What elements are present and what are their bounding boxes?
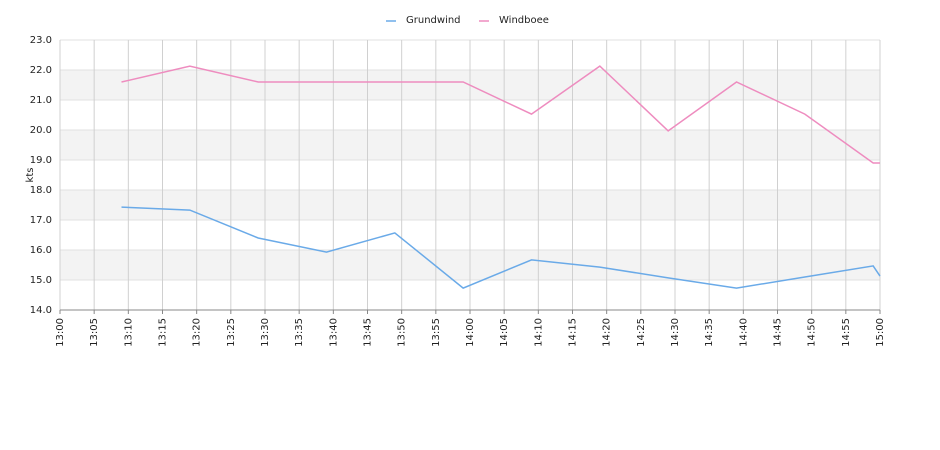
x-tick-label: 13:40 (328, 318, 339, 347)
x-tick-label: 13:35 (294, 318, 305, 347)
y-tick-label: 15.0 (30, 275, 52, 286)
legend-label: Grundwind (406, 15, 461, 26)
y-tick-label: 22.0 (30, 65, 52, 76)
x-tick-label: 14:20 (602, 318, 613, 347)
y-axis-label: kts (25, 168, 36, 183)
x-tick-label: 13:50 (397, 318, 408, 347)
x-tick-label: 14:55 (841, 318, 852, 347)
y-tick-label: 18.0 (30, 185, 52, 196)
x-tick-label: 13:30 (260, 318, 271, 347)
x-tick-label: 13:20 (192, 318, 203, 347)
y-tick-label: 14.0 (30, 305, 52, 316)
x-tick-label: 13:25 (226, 318, 237, 347)
x-tick-label: 13:00 (55, 318, 66, 347)
x-tick-label: 14:15 (568, 318, 579, 347)
x-tick-label: 14:25 (636, 318, 647, 347)
legend-label: Windboee (499, 15, 549, 26)
x-tick-label: 14:45 (773, 318, 784, 347)
x-tick-label: 15:00 (875, 318, 886, 347)
x-tick-label: 14:40 (738, 318, 749, 347)
y-tick-label: 21.0 (30, 95, 52, 106)
y-tick-label: 17.0 (30, 215, 52, 226)
legend-item: Windboee (479, 15, 549, 26)
y-tick-label: 20.0 (30, 125, 52, 136)
x-tick-label: 13:15 (158, 318, 169, 347)
y-tick-label: 19.0 (30, 155, 52, 166)
y-tick-label: 23.0 (30, 35, 52, 46)
series-line (121, 206, 881, 289)
legend-item: Grundwind (386, 15, 461, 26)
y-tick-label: 16.0 (30, 245, 52, 256)
x-tick-label: 14:00 (465, 318, 476, 347)
x-tick-label: 13:55 (431, 318, 442, 347)
x-tick-label: 14:10 (533, 318, 544, 347)
x-tick-label: 13:45 (363, 318, 374, 347)
x-tick-label: 14:30 (670, 318, 681, 347)
series-line (121, 65, 880, 164)
x-tick-label: 13:05 (89, 318, 100, 347)
x-tick-label: 14:50 (807, 318, 818, 347)
x-tick-label: 13:10 (123, 318, 134, 347)
x-tick-label: 14:05 (499, 318, 510, 347)
x-tick-label: 14:35 (704, 318, 715, 347)
